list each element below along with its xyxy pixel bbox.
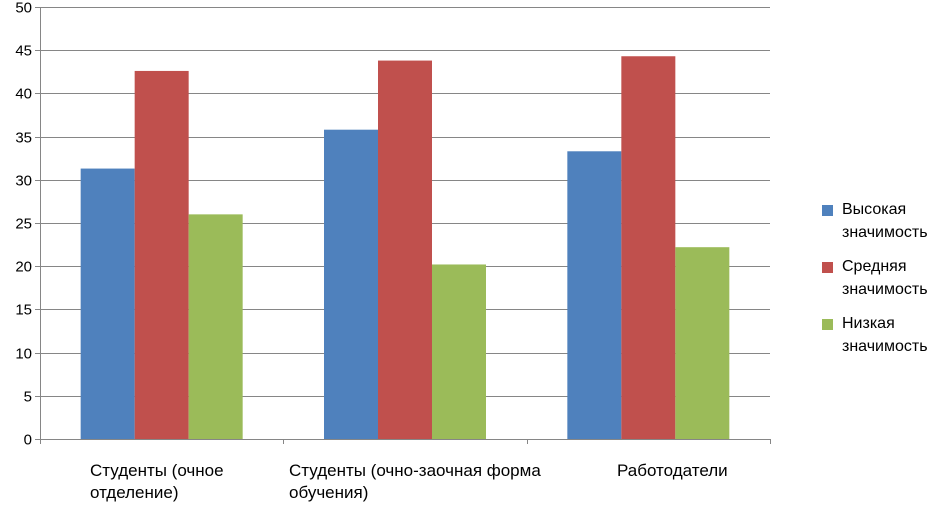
axes <box>35 7 771 444</box>
y-tick-label: 5 <box>24 389 32 406</box>
y-tick-labels: 0 5 10 15 20 25 30 35 40 45 50 <box>15 0 32 449</box>
bars <box>80 56 730 440</box>
bar <box>432 264 486 439</box>
legend-label: Средняя <box>842 258 907 275</box>
y-tick-label: 40 <box>15 86 32 103</box>
category-label-line: отделение) <box>90 483 179 502</box>
bar <box>134 70 189 439</box>
category-label-line: обучения) <box>289 483 369 502</box>
y-tick-label: 25 <box>15 216 32 233</box>
y-tick-label: 10 <box>15 346 32 363</box>
bar <box>567 151 622 439</box>
legend-swatch <box>822 262 833 273</box>
y-tick-label: 20 <box>15 259 32 276</box>
category-label-line: Студенты (очное <box>90 461 224 480</box>
bar <box>324 129 378 440</box>
legend: Высокая значимость Средняя значимость Низкая… <box>822 198 948 369</box>
legend-label: значимость <box>842 338 928 355</box>
y-tick-label: 45 <box>15 43 32 60</box>
bar <box>378 60 432 440</box>
legend-swatch <box>822 319 833 330</box>
legend-item: Высокая значимость <box>822 198 948 244</box>
category-label-line: Студенты (очно-заочная форма <box>289 461 541 480</box>
legend-label: Низкая <box>842 315 895 332</box>
legend-label: значимость <box>842 224 928 241</box>
bar <box>675 247 730 439</box>
category-label: Студенты (очно-заочная форма обучения) <box>289 460 541 504</box>
y-tick-label: 15 <box>15 302 32 319</box>
category-label-line: Работодатели <box>617 461 728 480</box>
legend-label: значимость <box>842 281 928 298</box>
legend-item: Низкая значимость <box>822 312 948 358</box>
y-tick-label: 0 <box>24 432 32 449</box>
y-tick-label: 50 <box>15 0 32 17</box>
category-label: Студенты (очное отделение) <box>90 460 224 504</box>
legend-swatch <box>822 205 833 216</box>
y-tick-label: 35 <box>15 130 32 147</box>
bar <box>80 168 135 439</box>
legend-item: Средняя значимость <box>822 255 948 301</box>
legend-label: Высокая <box>842 201 907 218</box>
category-label: Работодатели <box>617 460 728 482</box>
bar <box>621 56 676 440</box>
y-tick-label: 30 <box>15 173 32 190</box>
bar <box>188 214 243 439</box>
